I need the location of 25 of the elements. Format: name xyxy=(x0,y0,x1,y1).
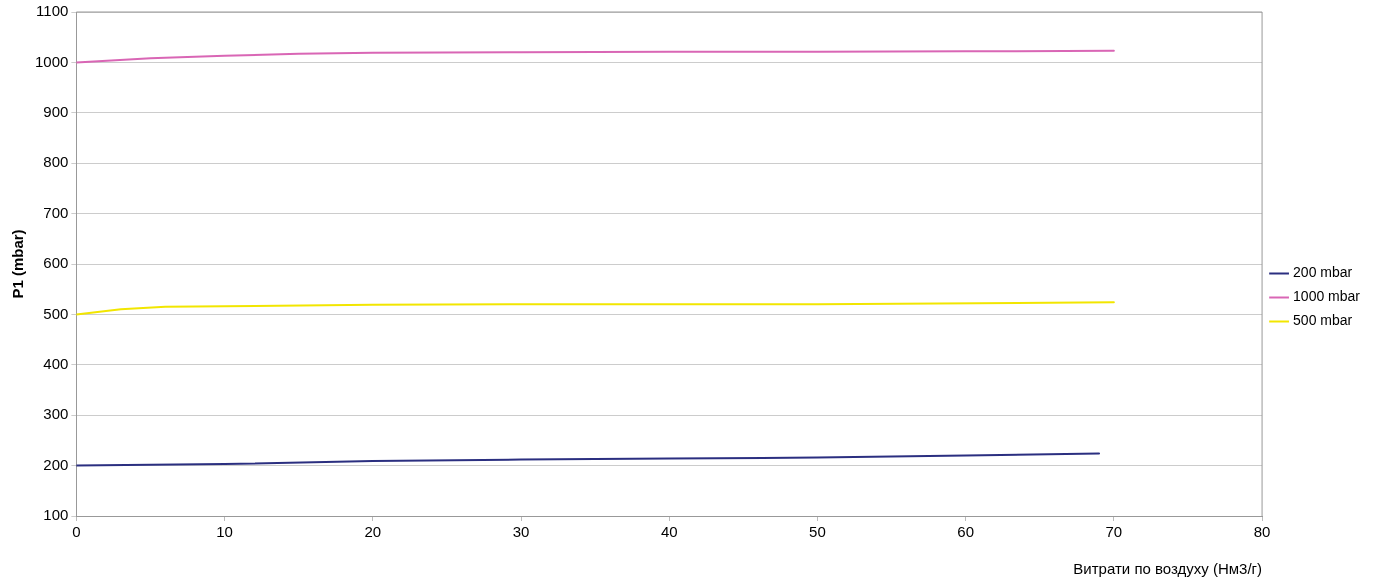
y-tick-label: 100 xyxy=(43,506,69,524)
y-tick-label: 600 xyxy=(43,254,69,272)
y-tick-label: 1000 xyxy=(34,52,69,70)
y-axis-title: P1 (mbar) xyxy=(9,229,27,299)
x-tick-label: 70 xyxy=(1105,523,1123,541)
x-tick-label: 30 xyxy=(512,523,530,541)
x-tick-label: 0 xyxy=(72,523,81,541)
legend-label: 1000 mbar xyxy=(1293,288,1361,305)
x-axis-title: Витрати по воздуху (Нм3/г) xyxy=(1073,560,1263,578)
x-tick-label: 60 xyxy=(957,523,974,541)
y-tick-label: 500 xyxy=(43,304,69,322)
y-tick-label: 900 xyxy=(43,102,69,120)
legend-label: 200 mbar xyxy=(1293,264,1353,281)
x-tick-label: 40 xyxy=(660,523,678,541)
y-tick-label: 700 xyxy=(43,203,69,221)
x-tick-label: 80 xyxy=(1253,523,1271,541)
x-tick-label: 10 xyxy=(216,523,233,541)
y-tick-label: 800 xyxy=(43,153,69,171)
y-tick-label: 400 xyxy=(43,354,69,372)
y-tick-label: 1100 xyxy=(36,2,69,20)
y-tick-label: 200 xyxy=(43,455,69,473)
x-tick-label: 20 xyxy=(364,523,382,541)
legend-label: 500 mbar xyxy=(1293,312,1353,329)
y-tick-label: 300 xyxy=(43,405,69,423)
x-tick-label: 50 xyxy=(809,523,826,541)
